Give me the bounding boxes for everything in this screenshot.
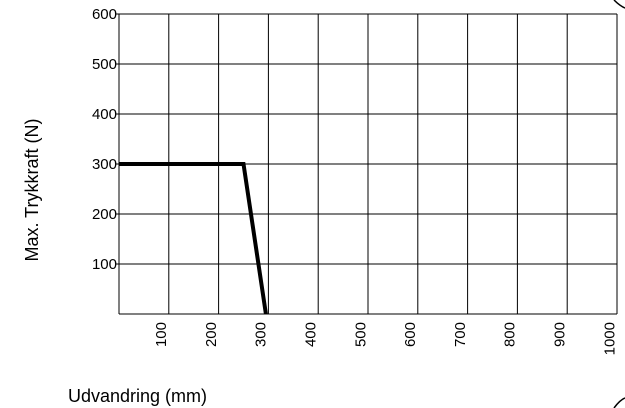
x-tick-label: 700 <box>452 322 469 347</box>
grid <box>116 13 618 315</box>
x-tick-label: 800 <box>502 322 519 347</box>
x-tick-label: 500 <box>352 322 369 347</box>
y-tick-label: 100 <box>92 256 117 273</box>
x-tick-label: 200 <box>203 322 220 347</box>
x-axis-label: Udvandring (mm) <box>68 386 207 406</box>
series-line <box>119 162 268 315</box>
y-axis-label: Max. Trykkraft (N) <box>22 119 42 262</box>
y-tick-label: 200 <box>92 206 117 223</box>
series-layer <box>119 162 268 315</box>
x-tick-label: 900 <box>551 322 568 347</box>
corner-arc-bottom <box>613 397 625 408</box>
x-tick-label: 400 <box>302 322 319 347</box>
y-tick-label: 300 <box>92 156 117 173</box>
y-tick-label: 600 <box>92 6 117 23</box>
x-tick-label: 1000 <box>601 322 618 355</box>
y-tick-labels: 100 200 300 400 500 600 <box>92 6 117 273</box>
y-tick-label: 400 <box>92 106 117 123</box>
x-tick-labels: 100 200 300 400 500 600 700 800 900 1000 <box>153 322 618 355</box>
corner-arc-top <box>613 0 625 9</box>
x-tick-label: 100 <box>153 322 170 347</box>
y-tick-label: 500 <box>92 56 117 73</box>
x-tick-label: 600 <box>402 322 419 347</box>
x-tick-label: 300 <box>253 322 270 347</box>
